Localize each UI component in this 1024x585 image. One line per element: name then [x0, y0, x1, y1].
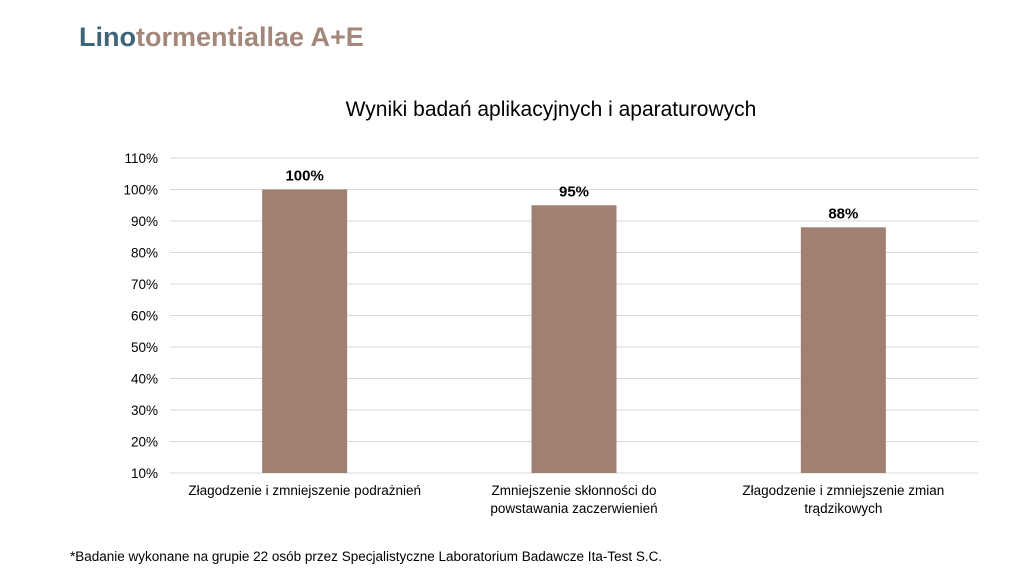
bars — [262, 189, 886, 473]
title-brand-suffix: tormentiallae A+E — [135, 22, 364, 52]
x-tick-label: Złagodzenie i zmniejszenie podrażnień — [188, 483, 421, 498]
x-tick-label: trądzikowych — [804, 501, 882, 516]
y-tick-label: 100% — [123, 183, 158, 198]
title-brand-prefix: Lino — [79, 22, 136, 52]
y-tick-label: 40% — [131, 372, 158, 387]
x-axis-labels: Złagodzenie i zmniejszenie podrażnień Zmn… — [188, 483, 944, 516]
y-tick-label: 50% — [131, 340, 158, 355]
y-tick-label: 80% — [131, 246, 158, 261]
y-tick-label: 10% — [131, 466, 158, 481]
y-tick-label: 70% — [131, 277, 158, 292]
data-label: 95% — [559, 183, 589, 200]
data-labels: 100% 95% 88% — [285, 168, 858, 223]
footnote: *Badanie wykonane na grupie 22 osób prze… — [70, 549, 663, 564]
y-tick-label: 60% — [131, 309, 158, 324]
x-tick-label: powstawania zaczerwienień — [490, 501, 657, 516]
bar — [531, 205, 617, 473]
chart-title: Wyniki badań aplikacyjnych i aparaturowy… — [346, 98, 757, 121]
x-tick-label: Złagodzenie i zmniejszenie zmian — [742, 483, 944, 498]
bar-chart: Wyniki badań aplikacyjnych i aparaturowy… — [123, 98, 978, 516]
bar — [800, 227, 886, 473]
data-label: 88% — [828, 205, 858, 222]
data-label: 100% — [285, 168, 323, 185]
y-tick-label: 110% — [124, 151, 158, 166]
y-tick-label: 30% — [131, 403, 158, 418]
y-tick-label: 90% — [131, 214, 158, 229]
page-title: Linotormentiallae A+E — [79, 22, 364, 53]
bar — [262, 189, 348, 473]
y-tick-label: 20% — [131, 435, 158, 450]
x-tick-label: Zmniejszenie skłonności do — [491, 483, 656, 498]
y-axis-ticks: 10% 20% 30% 40% 50% 60% 70% 80% 90% 100% 110% — [123, 151, 158, 481]
